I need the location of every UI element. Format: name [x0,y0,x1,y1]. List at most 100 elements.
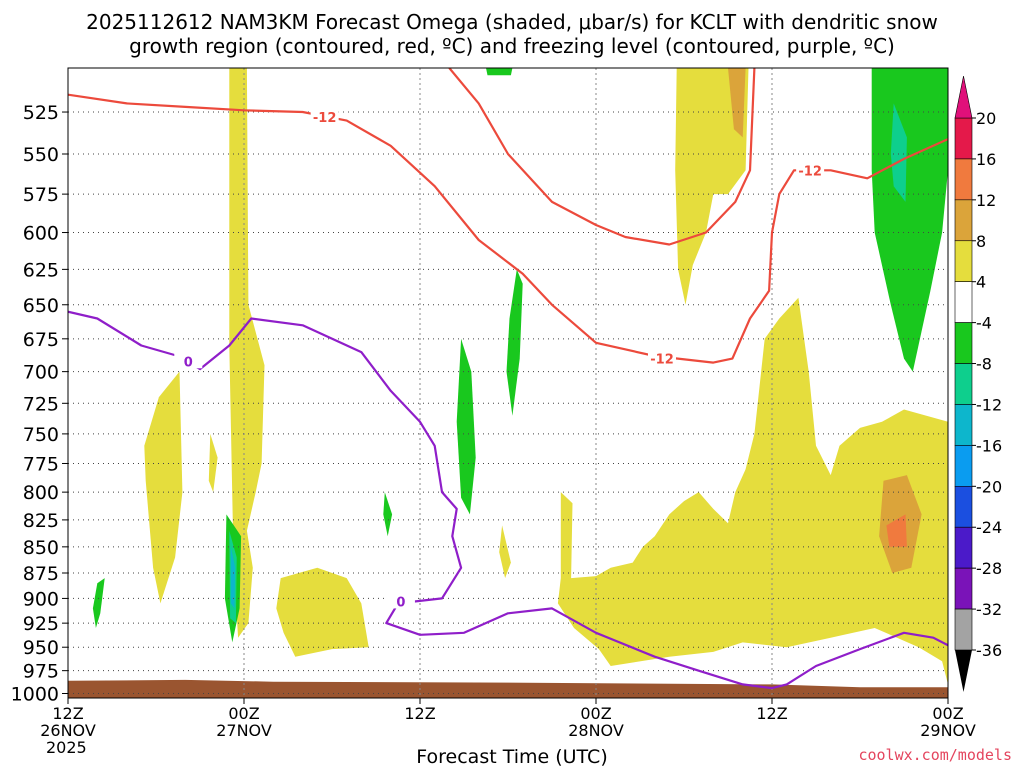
y-tick-label: 700 [23,362,59,384]
freezing-level-contour [68,310,948,690]
colorbar-tick-label: 12 [976,191,996,210]
colorbar-tick-label: -4 [976,314,992,333]
colorbar-swatch [954,567,973,610]
y-tick-label: 900 [23,588,59,610]
omega-region-4 [499,525,511,579]
omega-region-3 [276,567,369,657]
y-tick-label: 975 [23,661,59,683]
colorbar-tick-label: -20 [976,477,1002,496]
freezing-level-contour-label-bg [174,353,203,369]
omega-region-17 [506,269,523,416]
colorbar-swatch [954,363,973,405]
colorbar-tick-label: 20 [976,109,996,128]
dgz-contour-upper-label-bg [796,162,825,178]
y-tick-label: 950 [23,637,59,659]
colorbar-tick-label: -8 [976,355,992,374]
x-tick-label: 00Z [228,704,259,723]
x-tick-label: 12Z [52,704,83,723]
freezing-level-contour-label-bg [386,593,415,609]
y-tick-label: 850 [23,537,59,559]
colorbar-swatch [954,486,973,528]
omega-region-15 [92,578,105,628]
freezing-level-contour-label: 0 [184,355,193,370]
ground-layer [68,679,948,698]
omega-region-5 [557,297,948,685]
colorbar-bottom-arrow [955,650,972,692]
colorbar-tick-label: 16 [976,150,996,169]
x-tick-label: 12Z [756,704,787,723]
chart-title-line1: 2025112612 NAM3KM Forecast Omega (shaded… [86,10,938,34]
colorbar-swatch [954,158,973,201]
omega-region-16 [456,338,476,515]
colorbar-swatch [954,199,973,242]
omega-region-6 [675,68,749,305]
colorbar-tick-label: 4 [976,273,986,292]
plot-frame [67,67,949,699]
colorbar-swatch [954,404,973,446]
colorbar-swatch [954,608,973,651]
ground-fill [68,679,948,698]
colorbar-tick-label: -16 [976,436,1002,455]
x-tick-label: 27NOV [216,721,272,740]
omega-region-0 [229,68,265,638]
x-tick-label: 29NOV [920,721,976,740]
y-tick-label: 800 [23,482,59,504]
y-tick-label: 600 [23,223,59,245]
x-tick-label: 00Z [580,704,611,723]
x-tick-label: 2025 [46,738,87,757]
colorbar-tick-label: -36 [976,641,1002,660]
colorbar-swatch [954,445,973,487]
colorbar-swatch [954,322,973,364]
x-tick-label: 26NOV [40,721,96,740]
omega-region-10 [871,68,948,372]
axes: 525 550 575 600 625 650 675 700 725 750 775 800 825 8… [11,67,976,757]
y-tick-label: 775 [23,453,59,475]
colorbar-tick-label: -12 [976,395,1002,414]
site-credit: coolwx.com/models [858,746,1012,764]
y-tick-label: 550 [23,144,59,166]
colorbar-tick-label: -24 [976,518,1002,537]
omega-shading [92,68,948,685]
y-tick-label: 625 [23,259,59,281]
dgz-contour-upper-label: -12 [650,353,674,368]
colorbar-tick-label: -28 [976,559,1002,578]
colorbar-top-arrow [954,75,973,119]
y-tick-label: 925 [23,613,59,635]
freezing-level-contour-label: 0 [396,595,405,610]
omega-region-1 [144,371,183,604]
x-axis-label: Forecast Time (UTC) [416,746,608,768]
colorbar-tick-label: 8 [976,232,986,251]
omega-region-14 [230,546,236,609]
dgz-contour-upper-label: -12 [798,164,822,179]
colorbar: 20 16 12 8 4 -4 -8 -12 -16 -20 -24 -28 -32 -36 [954,75,1002,692]
omega-region-11 [890,103,907,202]
dgz-contour-upper-label: -12 [313,111,337,126]
grid-lines [68,68,948,698]
x-tick-label: 12Z [404,704,435,723]
y-tick-label: 875 [23,563,59,585]
y-tick-label: 675 [23,329,59,351]
colorbar-swatch [954,526,973,569]
x-tick-label: 28NOV [568,721,624,740]
y-tick-label: 575 [23,184,59,206]
omega-region-7 [728,68,746,138]
dgz-contour-lower [448,68,756,246]
y-tick-label: 525 [23,102,59,124]
omega-region-19 [486,68,513,76]
omega-region-9 [886,514,907,547]
colorbar-tick-label: -32 [976,600,1002,619]
colorbar-swatch [954,281,973,323]
chart-title-line2: growth region (contoured, red, ºC) and f… [129,34,895,58]
colorbar-swatch [954,117,973,160]
y-tick-label: 750 [23,424,59,446]
y-tick-label: 1000 [11,683,59,705]
y-tick-label: 825 [23,510,59,532]
omega-region-18 [383,492,393,537]
dgz-contour-upper-label-bg [648,350,676,366]
y-tick-label: 725 [23,393,59,415]
colorbar-swatch [954,240,973,282]
x-tick-label: 00Z [932,704,963,723]
dgz-contour-upper-label-bg [310,109,339,125]
y-tick-label: 650 [23,295,59,317]
